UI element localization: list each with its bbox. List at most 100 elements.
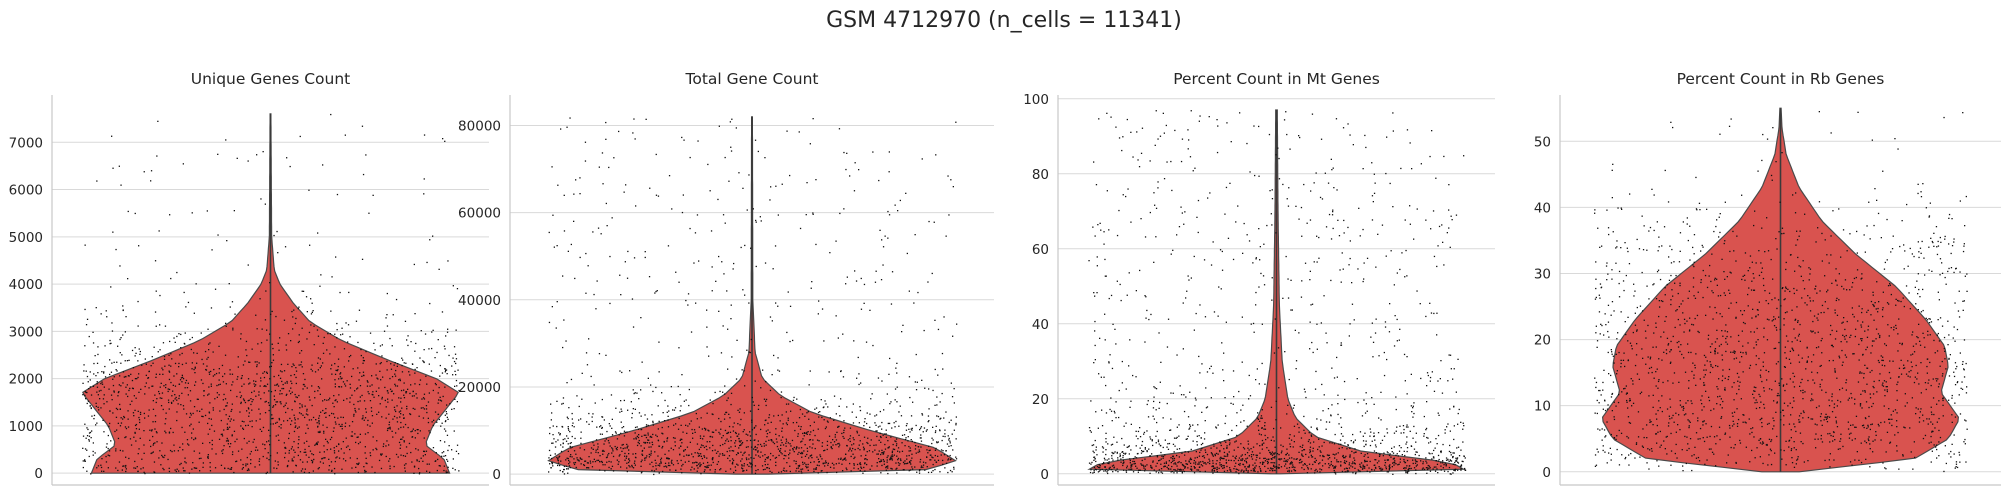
data-point bbox=[92, 450, 94, 453]
data-point bbox=[1320, 469, 1323, 471]
data-point bbox=[1391, 451, 1393, 453]
data-point bbox=[334, 473, 336, 475]
data-point bbox=[785, 442, 787, 444]
data-point bbox=[766, 457, 768, 459]
data-point bbox=[405, 392, 407, 394]
data-point bbox=[1163, 178, 1166, 180]
data-point bbox=[556, 456, 558, 459]
data-point bbox=[1271, 277, 1273, 279]
data-point bbox=[681, 442, 683, 444]
data-point bbox=[721, 453, 724, 455]
data-point bbox=[1325, 226, 1328, 228]
data-point bbox=[1286, 133, 1288, 136]
data-point bbox=[1295, 360, 1298, 362]
data-point bbox=[1319, 455, 1321, 457]
data-point bbox=[1301, 460, 1303, 463]
data-point bbox=[603, 419, 605, 421]
data-point bbox=[651, 461, 653, 463]
data-point bbox=[448, 354, 450, 357]
data-point bbox=[850, 455, 852, 458]
data-point bbox=[955, 121, 957, 123]
data-point bbox=[179, 463, 181, 466]
data-point bbox=[138, 391, 140, 393]
data-point bbox=[1245, 460, 1247, 463]
data-point bbox=[601, 416, 603, 418]
data-point bbox=[750, 462, 752, 464]
data-point bbox=[602, 464, 604, 466]
data-point bbox=[726, 438, 728, 440]
data-point bbox=[277, 461, 279, 463]
data-point bbox=[288, 390, 291, 392]
data-point bbox=[135, 352, 137, 354]
data-point bbox=[1192, 170, 1194, 172]
data-point bbox=[662, 412, 664, 414]
data-point bbox=[115, 369, 117, 371]
data-point bbox=[734, 431, 737, 434]
data-point bbox=[437, 392, 439, 394]
data-point bbox=[208, 349, 210, 351]
data-point bbox=[138, 416, 140, 419]
data-point bbox=[921, 413, 923, 415]
data-point bbox=[281, 380, 283, 383]
data-point bbox=[638, 439, 640, 442]
data-point bbox=[333, 395, 335, 397]
data-point bbox=[781, 453, 783, 455]
data-point bbox=[1445, 465, 1447, 467]
data-point bbox=[277, 252, 279, 254]
data-point bbox=[439, 399, 442, 401]
data-point bbox=[1212, 455, 1214, 457]
data-point bbox=[706, 346, 708, 348]
data-point bbox=[328, 465, 331, 467]
data-point bbox=[607, 454, 609, 456]
data-point bbox=[319, 451, 321, 453]
data-point bbox=[698, 448, 700, 451]
data-point bbox=[103, 386, 105, 388]
data-point bbox=[427, 417, 429, 419]
data-point bbox=[699, 465, 701, 468]
data-point bbox=[1302, 455, 1304, 457]
data-point bbox=[240, 333, 242, 335]
data-point bbox=[843, 420, 845, 422]
data-point bbox=[301, 406, 303, 408]
data-point bbox=[584, 141, 587, 143]
data-point bbox=[1409, 430, 1411, 432]
data-point bbox=[322, 342, 324, 344]
data-point bbox=[432, 329, 434, 331]
data-point bbox=[293, 364, 295, 366]
data-point bbox=[1220, 444, 1222, 447]
data-point bbox=[567, 443, 569, 445]
data-point bbox=[170, 427, 172, 430]
data-point bbox=[851, 411, 853, 413]
data-point bbox=[1284, 351, 1286, 353]
data-point bbox=[1206, 371, 1209, 373]
data-point bbox=[212, 375, 214, 377]
data-point bbox=[171, 395, 173, 397]
data-point bbox=[927, 471, 930, 474]
data-point bbox=[1404, 380, 1406, 382]
data-point bbox=[699, 464, 701, 467]
data-point bbox=[452, 467, 454, 469]
data-point bbox=[728, 425, 731, 428]
data-point bbox=[764, 424, 766, 426]
data-point bbox=[865, 458, 867, 460]
data-point bbox=[1431, 458, 1433, 460]
data-point bbox=[439, 465, 441, 467]
data-point bbox=[835, 315, 837, 317]
data-point bbox=[1194, 405, 1196, 407]
data-point bbox=[445, 335, 447, 337]
data-point bbox=[640, 472, 643, 474]
data-point bbox=[1354, 473, 1357, 475]
data-point bbox=[672, 437, 675, 439]
data-point bbox=[320, 365, 322, 367]
data-point bbox=[1226, 465, 1228, 468]
data-point bbox=[1294, 466, 1296, 469]
data-point bbox=[1187, 129, 1189, 131]
data-point bbox=[821, 416, 823, 419]
data-point bbox=[86, 470, 88, 472]
data-point bbox=[291, 458, 293, 460]
data-point bbox=[640, 428, 643, 431]
data-point bbox=[137, 410, 139, 412]
data-point bbox=[254, 449, 257, 451]
data-point bbox=[801, 440, 803, 442]
